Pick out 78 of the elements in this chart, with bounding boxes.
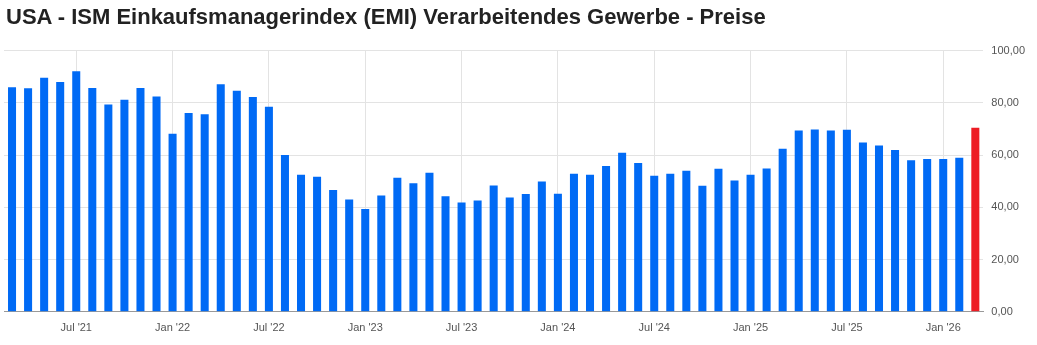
x-tick-label: Jul '21 xyxy=(60,321,92,334)
bar xyxy=(473,200,482,312)
bar xyxy=(24,88,33,312)
bar xyxy=(714,168,723,312)
bar xyxy=(56,81,65,312)
x-tick-label: Jan '24 xyxy=(540,321,576,334)
bar xyxy=(553,193,562,312)
bar xyxy=(585,174,595,312)
bar xyxy=(569,173,578,312)
bar xyxy=(184,113,193,312)
y-tick-label: 40,00 xyxy=(991,200,1019,213)
bar xyxy=(537,181,546,312)
bar xyxy=(666,173,675,312)
x-tick-label: Jul '25 xyxy=(831,321,863,334)
bar xyxy=(329,190,338,312)
bar xyxy=(634,162,643,312)
bar xyxy=(441,196,450,312)
bar xyxy=(618,152,627,312)
bar xyxy=(842,129,851,312)
y-tick-label: 80,00 xyxy=(991,95,1019,108)
bar xyxy=(40,77,49,312)
bar xyxy=(874,145,884,312)
bar xyxy=(297,174,306,312)
bar xyxy=(891,150,900,312)
bar xyxy=(264,106,273,312)
x-tick-label: Jan '23 xyxy=(347,321,383,334)
bar xyxy=(152,96,161,312)
bar xyxy=(313,176,322,312)
bar xyxy=(248,97,257,312)
x-tick-label: Jul '23 xyxy=(445,321,478,334)
x-tick-label: Jan '22 xyxy=(155,321,191,334)
bar xyxy=(216,84,225,312)
bar xyxy=(826,130,835,312)
bar xyxy=(72,71,81,312)
bar xyxy=(730,180,739,312)
bar xyxy=(136,87,145,312)
bar xyxy=(955,157,964,312)
bar xyxy=(361,208,370,312)
bar xyxy=(907,160,916,312)
bar xyxy=(746,174,755,312)
bar xyxy=(200,114,209,312)
bar xyxy=(489,185,498,312)
bar xyxy=(923,159,932,312)
x-tick-label: Jan '25 xyxy=(732,321,769,334)
y-tick-label: 60,00 xyxy=(991,148,1019,161)
bar xyxy=(778,148,787,312)
bar xyxy=(345,199,354,312)
bar xyxy=(939,159,948,312)
bar xyxy=(168,133,177,312)
y-tick-label: 0,00 xyxy=(991,304,1013,317)
bar xyxy=(762,168,771,312)
y-tick-label: 100,00 xyxy=(991,43,1026,56)
bar xyxy=(457,202,466,312)
x-tick-label: Jan '26 xyxy=(925,321,961,334)
bar xyxy=(971,127,980,312)
bar xyxy=(602,166,611,312)
chart-title: USA - ISM Einkaufsmanagerindex (EMI) Verarbeitendes Gewerbe - Preise xyxy=(6,4,766,30)
bar xyxy=(650,175,659,312)
bar xyxy=(858,142,867,312)
bar xyxy=(232,90,241,312)
bar xyxy=(104,104,113,312)
bar xyxy=(810,129,819,312)
bar xyxy=(521,194,530,312)
x-tick-label: Jul '22 xyxy=(253,321,285,334)
bar xyxy=(377,195,386,312)
x-tick-label: Jul '24 xyxy=(638,321,670,334)
bar xyxy=(682,170,691,312)
y-tick-label: 20,00 xyxy=(991,252,1019,265)
bar xyxy=(280,155,289,312)
bar xyxy=(88,87,97,312)
bar xyxy=(120,99,129,312)
bar xyxy=(505,197,514,312)
bar xyxy=(8,87,17,312)
bar xyxy=(409,183,418,312)
bar xyxy=(794,130,803,312)
bar xyxy=(425,172,434,312)
bar xyxy=(698,185,707,312)
bar xyxy=(393,177,402,312)
